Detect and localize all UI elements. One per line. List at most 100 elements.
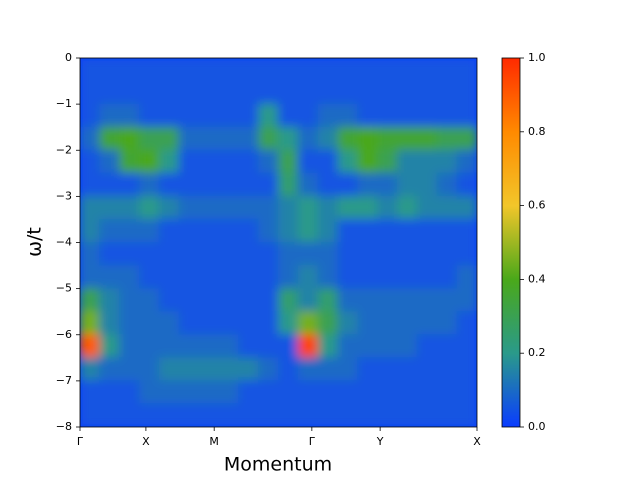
heatmap-cell bbox=[416, 172, 438, 197]
y-tick-label: −3 bbox=[56, 189, 72, 202]
heatmap-cell bbox=[337, 288, 359, 313]
heatmap-cell bbox=[357, 403, 379, 427]
heatmap-cell bbox=[377, 126, 399, 151]
heatmap-cell bbox=[80, 311, 101, 336]
heatmap-cell bbox=[297, 126, 319, 151]
heatmap-cell bbox=[139, 288, 160, 313]
heatmap-cell bbox=[99, 195, 121, 220]
heatmap-cell bbox=[397, 242, 418, 267]
heatmap-cell bbox=[139, 172, 160, 197]
heatmap-cell bbox=[377, 103, 399, 128]
heatmap-cell bbox=[297, 103, 319, 128]
heatmap-cell bbox=[119, 403, 141, 427]
heatmap-cell bbox=[456, 80, 477, 105]
heatmap-cell bbox=[397, 172, 418, 197]
heatmap-cell bbox=[357, 149, 379, 174]
heatmap-cell bbox=[158, 80, 180, 105]
heatmap-cell bbox=[278, 334, 299, 359]
colorbar bbox=[501, 57, 521, 428]
heatmap-cell bbox=[80, 218, 101, 243]
heatmap-cell bbox=[436, 242, 458, 267]
heatmap-cell bbox=[198, 265, 220, 290]
heatmap-cell bbox=[178, 265, 200, 290]
heatmap-cell bbox=[218, 149, 240, 174]
colorbar-tick-label: 0.0 bbox=[528, 420, 546, 433]
heatmap-cell bbox=[357, 242, 379, 267]
heatmap-cell bbox=[337, 80, 359, 105]
heatmap-cell bbox=[278, 103, 299, 128]
heatmap-cell bbox=[456, 242, 477, 267]
heatmap-cell bbox=[317, 195, 339, 220]
heatmap-cell bbox=[238, 288, 260, 313]
x-tick-label: M bbox=[209, 435, 219, 448]
heatmap-cell bbox=[278, 58, 299, 82]
heatmap-cell bbox=[158, 311, 180, 336]
heatmap-cell bbox=[218, 58, 240, 82]
heatmap-cell bbox=[456, 265, 477, 290]
heatmap-cells bbox=[80, 58, 477, 427]
heatmap-cell bbox=[258, 172, 279, 197]
heatmap-cell bbox=[198, 195, 220, 220]
heatmap-cell bbox=[397, 311, 418, 336]
heatmap-cell bbox=[258, 80, 279, 105]
y-tick-label: −7 bbox=[56, 374, 72, 387]
heatmap-cell bbox=[119, 288, 141, 313]
heatmap-cell bbox=[99, 357, 121, 382]
heatmap-cell bbox=[357, 103, 379, 128]
heatmap-cell bbox=[258, 218, 279, 243]
heatmap-cell bbox=[377, 403, 399, 427]
heatmap-cell bbox=[238, 80, 260, 105]
heatmap-cell bbox=[317, 103, 339, 128]
heatmap-cell bbox=[337, 357, 359, 382]
x-tick-label: X bbox=[473, 435, 481, 448]
heatmap-cell bbox=[456, 149, 477, 174]
heatmap-cell bbox=[377, 242, 399, 267]
heatmap-cell bbox=[357, 380, 379, 405]
heatmap-cell bbox=[198, 357, 220, 382]
heatmap-cell bbox=[317, 288, 339, 313]
heatmap-cell bbox=[397, 149, 418, 174]
heatmap-cell bbox=[436, 126, 458, 151]
heatmap-cell bbox=[337, 195, 359, 220]
heatmap-cell bbox=[158, 403, 180, 427]
heatmap-cell bbox=[377, 172, 399, 197]
heatmap-cell bbox=[278, 172, 299, 197]
heatmap-cell bbox=[436, 311, 458, 336]
heatmap-cell bbox=[397, 403, 418, 427]
colorbar-tick-label: 0.6 bbox=[528, 199, 546, 212]
heatmap-cell bbox=[416, 149, 438, 174]
heatmap-cell bbox=[218, 242, 240, 267]
heatmap-cell bbox=[397, 334, 418, 359]
heatmap-cell bbox=[357, 334, 379, 359]
heatmap-cell bbox=[297, 334, 319, 359]
heatmap-cell bbox=[416, 311, 438, 336]
heatmap-cell bbox=[238, 195, 260, 220]
heatmap-cell bbox=[377, 334, 399, 359]
heatmap-cell bbox=[416, 80, 438, 105]
heatmap-cell bbox=[178, 242, 200, 267]
heatmap-cell bbox=[218, 265, 240, 290]
heatmap-cell bbox=[416, 334, 438, 359]
heatmap-cell bbox=[397, 103, 418, 128]
heatmap-cell bbox=[436, 380, 458, 405]
heatmap-cell bbox=[198, 172, 220, 197]
heatmap-cell bbox=[218, 403, 240, 427]
heatmap-cell bbox=[218, 218, 240, 243]
heatmap-cell bbox=[198, 218, 220, 243]
heatmap-cell bbox=[278, 149, 299, 174]
heatmap-cell bbox=[456, 58, 477, 82]
heatmap-cell bbox=[278, 403, 299, 427]
heatmap-cell bbox=[397, 195, 418, 220]
heatmap-cell bbox=[397, 58, 418, 82]
heatmap-cell bbox=[80, 80, 101, 105]
heatmap-cell bbox=[178, 311, 200, 336]
heatmap-cell bbox=[119, 172, 141, 197]
heatmap-cell bbox=[317, 172, 339, 197]
heatmap-cell bbox=[436, 80, 458, 105]
heatmap-cell bbox=[258, 380, 279, 405]
heatmap-cell bbox=[278, 80, 299, 105]
heatmap-cell bbox=[317, 265, 339, 290]
heatmap-cell bbox=[158, 218, 180, 243]
heatmap-cell bbox=[139, 80, 160, 105]
